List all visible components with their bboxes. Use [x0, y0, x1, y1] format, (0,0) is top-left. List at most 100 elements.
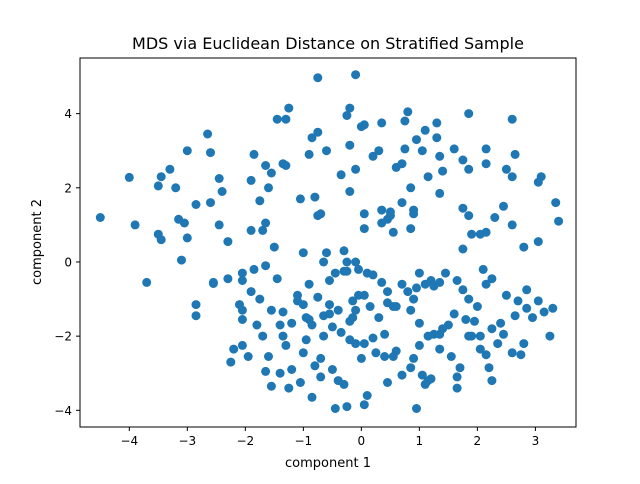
- data-point: [182, 146, 192, 156]
- x-axis: −4 −3 −2 −1 0 1 2 3: [120, 427, 539, 448]
- data-point: [266, 168, 276, 178]
- data-point: [499, 329, 508, 339]
- data-point: [510, 149, 520, 159]
- data-point: [261, 261, 271, 271]
- data-point: [539, 307, 549, 317]
- data-point: [383, 287, 392, 297]
- data-point: [507, 172, 517, 182]
- data-point: [481, 159, 491, 169]
- data-point: [287, 318, 297, 328]
- data-point: [281, 114, 291, 124]
- data-point: [191, 200, 201, 209]
- data-point: [388, 352, 398, 361]
- data-point: [380, 329, 390, 339]
- data-point: [435, 277, 445, 287]
- data-point: [226, 357, 236, 367]
- data-point: [243, 352, 253, 361]
- data-point: [298, 248, 308, 258]
- data-point: [397, 370, 407, 380]
- data-point: [467, 331, 477, 341]
- chart-title: MDS via Euclidean Distance on Stratified…: [132, 34, 524, 53]
- data-point: [327, 365, 337, 374]
- points-layer: [95, 70, 564, 413]
- data-point: [414, 268, 424, 278]
- data-point: [487, 324, 497, 334]
- x-tick-label: −1: [294, 434, 312, 448]
- y-axis: −4 −2 0 2 4: [54, 107, 80, 418]
- data-point: [432, 118, 442, 128]
- data-point: [478, 264, 488, 274]
- data-point: [432, 133, 442, 143]
- data-point: [467, 229, 477, 239]
- data-point: [217, 187, 227, 196]
- data-point: [258, 225, 268, 235]
- data-point: [206, 198, 215, 208]
- data-point: [533, 296, 543, 306]
- y-tick-label: −2: [54, 330, 72, 344]
- data-point: [406, 224, 416, 234]
- data-point: [377, 118, 387, 128]
- data-point: [536, 172, 546, 182]
- data-point: [452, 372, 462, 382]
- data-point: [351, 257, 361, 267]
- data-point: [266, 381, 276, 391]
- data-point: [383, 378, 392, 387]
- data-point: [409, 353, 419, 363]
- data-point: [336, 327, 346, 337]
- data-point: [278, 331, 288, 341]
- data-point: [513, 296, 523, 306]
- data-point: [307, 392, 317, 402]
- data-point: [368, 270, 378, 280]
- data-point: [385, 211, 395, 221]
- data-point: [458, 285, 468, 295]
- data-point: [455, 363, 465, 373]
- data-point: [339, 379, 349, 389]
- data-point: [330, 268, 340, 278]
- data-point: [414, 318, 424, 328]
- y-tick-label: 4: [64, 107, 72, 121]
- data-point: [435, 344, 445, 354]
- data-point: [316, 372, 326, 382]
- data-point: [275, 368, 285, 378]
- data-point: [237, 268, 247, 278]
- data-point: [420, 125, 430, 135]
- data-point: [264, 352, 273, 361]
- data-point: [423, 172, 433, 182]
- x-tick-label: 2: [474, 434, 482, 448]
- data-point: [368, 151, 378, 161]
- data-point: [330, 404, 340, 413]
- data-point: [403, 107, 413, 117]
- data-point: [484, 363, 494, 373]
- data-point: [441, 268, 450, 278]
- data-point: [519, 242, 529, 252]
- x-tick-label: 0: [358, 434, 366, 448]
- data-point: [351, 164, 361, 174]
- data-point: [261, 161, 271, 170]
- data-point: [214, 174, 224, 183]
- data-point: [342, 257, 352, 267]
- data-point: [501, 164, 511, 174]
- data-point: [298, 348, 308, 358]
- data-point: [284, 103, 294, 113]
- data-point: [153, 181, 163, 191]
- data-point: [359, 339, 369, 349]
- data-point: [507, 114, 517, 124]
- data-point: [464, 109, 474, 119]
- data-point: [487, 274, 497, 284]
- data-point: [545, 331, 555, 341]
- data-point: [481, 144, 491, 154]
- data-point: [348, 313, 358, 323]
- data-point: [156, 172, 166, 182]
- data-point: [464, 211, 474, 221]
- data-point: [354, 264, 363, 274]
- data-point: [278, 307, 288, 317]
- data-point: [223, 237, 233, 247]
- data-point: [246, 287, 256, 297]
- data-point: [237, 340, 247, 350]
- data-point: [316, 209, 326, 219]
- data-point: [377, 205, 387, 215]
- data-point: [264, 183, 273, 193]
- data-point: [208, 277, 218, 287]
- data-point: [255, 294, 265, 304]
